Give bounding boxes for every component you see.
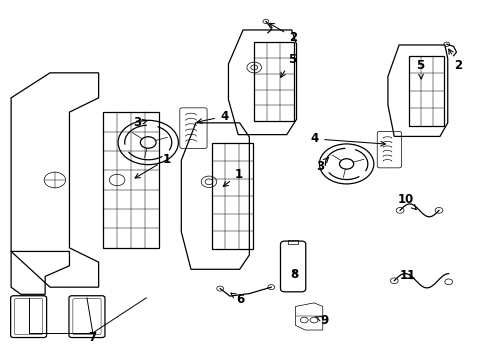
Text: 8: 8: [290, 268, 298, 281]
Bar: [287, 240, 298, 244]
Bar: [408, 56, 444, 126]
Text: 1: 1: [135, 153, 170, 178]
Text: 5: 5: [416, 59, 424, 79]
Text: 3: 3: [133, 116, 147, 129]
Text: 2: 2: [269, 23, 297, 44]
Text: 4: 4: [310, 132, 385, 146]
Text: 11: 11: [398, 269, 415, 282]
Bar: [253, 42, 293, 121]
Text: 1: 1: [223, 168, 242, 186]
Text: 5: 5: [280, 53, 296, 77]
Text: 2: 2: [448, 49, 462, 72]
Bar: [211, 143, 252, 249]
Text: 4: 4: [197, 110, 228, 123]
Text: 6: 6: [230, 293, 244, 306]
Text: 9: 9: [315, 314, 328, 327]
Text: 7: 7: [88, 332, 97, 345]
Text: 10: 10: [397, 193, 415, 210]
Bar: [103, 112, 159, 248]
Text: 3: 3: [315, 157, 328, 173]
